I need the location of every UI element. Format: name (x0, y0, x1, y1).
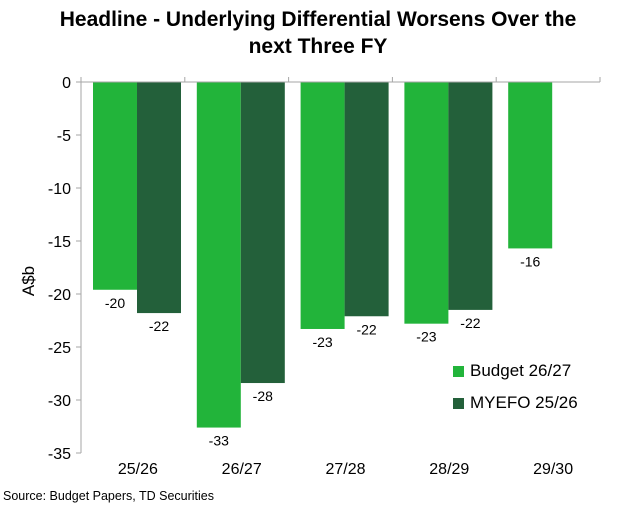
chart-title-line1: Headline - Underlying Differential Worse… (59, 8, 577, 31)
legend: Budget 26/27 MYEFO 25/26 (453, 358, 578, 422)
bar-myefo-28-29 (448, 82, 493, 310)
chart-title-line2: next Three FY (248, 35, 388, 58)
data-label: -22 (149, 318, 169, 334)
bar-myefo-27-28 (344, 82, 389, 317)
y-tick-label: 0 (62, 75, 71, 92)
chart-title: Headline - Underlying Differential Worse… (0, 6, 636, 60)
y-axis-label: A$b (19, 266, 38, 296)
legend-swatch-budget (453, 365, 464, 377)
legend-item-myefo: MYEFO 25/26 (453, 390, 578, 416)
bar-myefo-26-27 (240, 82, 285, 384)
y-tick-label: -5 (57, 128, 71, 145)
y-tick-label: -30 (48, 393, 71, 410)
legend-swatch-myefo (453, 397, 464, 409)
bar-budget-27-28 (300, 82, 345, 329)
x-tick-label: 28/29 (429, 461, 469, 478)
legend-label-myefo: MYEFO 25/26 (470, 393, 578, 412)
bar-budget-29-30 (508, 82, 553, 249)
legend-item-budget: Budget 26/27 (453, 358, 578, 384)
data-label: -23 (312, 334, 332, 350)
bar-budget-25-26 (93, 82, 137, 290)
bars-group (93, 82, 553, 428)
y-tick-label: -25 (48, 340, 71, 357)
source-note: Source: Budget Papers, TD Securities (3, 489, 214, 503)
data-label: -22 (356, 321, 376, 337)
y-tick-label: -10 (48, 181, 71, 198)
data-label: -33 (209, 433, 229, 449)
x-tick-label: 29/30 (533, 461, 573, 478)
data-label: -28 (253, 388, 273, 404)
data-label: -22 (460, 315, 480, 331)
data-label: -16 (520, 253, 540, 269)
y-tick-label: -15 (48, 234, 71, 251)
x-tick-label: 26/27 (222, 461, 262, 478)
y-tick-label: -20 (48, 287, 71, 304)
axes-group: 0 -5 -10 -15 -20 -25 -30 -35 25/26 26/27 27/28 28/2… (48, 75, 601, 478)
data-label: -20 (105, 295, 125, 311)
x-tick-label: 27/28 (325, 461, 365, 478)
legend-label-budget: Budget 26/27 (470, 361, 572, 380)
y-tick-label: -35 (48, 446, 71, 463)
bar-myefo-25-26 (137, 82, 181, 314)
data-label: -23 (416, 329, 436, 345)
bar-budget-26-27 (196, 82, 241, 428)
data-labels-group: -20 -33 -23 -23 -16 -22 -28 -22 -22 (105, 253, 541, 448)
x-tick-label: 25/26 (118, 461, 158, 478)
bar-budget-28-29 (404, 82, 449, 324)
